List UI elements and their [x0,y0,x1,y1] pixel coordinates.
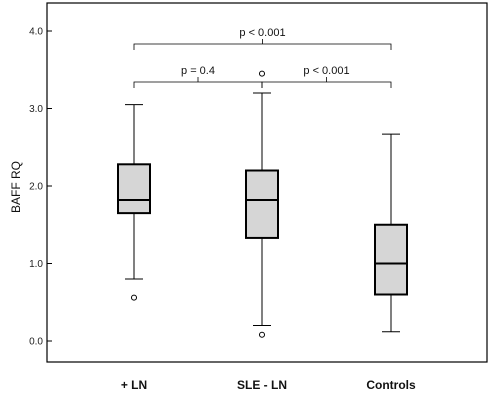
y-tick-label: 0.0 [29,337,43,348]
significance-annotations: p < 0.001 p = 0.4 p < 0.001 [133,27,392,88]
significance-bracket: p < 0.001 [133,27,392,50]
y-tick-label: 3.0 [29,104,43,115]
category-label: + LN [121,378,147,392]
box-iqr [245,169,279,239]
significance-bracket: p = 0.4 [133,65,263,88]
box-group [117,104,151,301]
box-group [245,70,279,338]
category-label: Controls [366,378,416,392]
box-iqr [117,163,151,215]
category-labels: + LN SLE - LN Controls [121,378,416,392]
p-value-label: p < 0.001 [303,65,349,77]
p-value-label: p < 0.001 [239,27,285,39]
y-tick-label: 2.0 [29,182,43,193]
bracket-line [133,39,392,50]
box-group [374,133,408,333]
boxes-layer [117,70,408,338]
bracket-line [133,77,263,88]
p-value-label: p = 0.4 [181,65,215,77]
y-tick-label: 1.0 [29,259,43,270]
significance-bracket: p < 0.001 [261,65,392,88]
outlier-point [131,294,137,301]
y-axis: 0.0 1.0 2.0 3.0 4.0 [29,27,52,348]
bracket-line [261,77,392,88]
category-label: SLE - LN [237,378,287,392]
plot-frame [46,2,488,363]
outlier-point [259,331,265,338]
y-axis-label: BAFF RQ [9,161,23,213]
outlier-point [259,70,265,77]
y-tick-label: 4.0 [29,27,43,38]
box-iqr [374,223,408,296]
